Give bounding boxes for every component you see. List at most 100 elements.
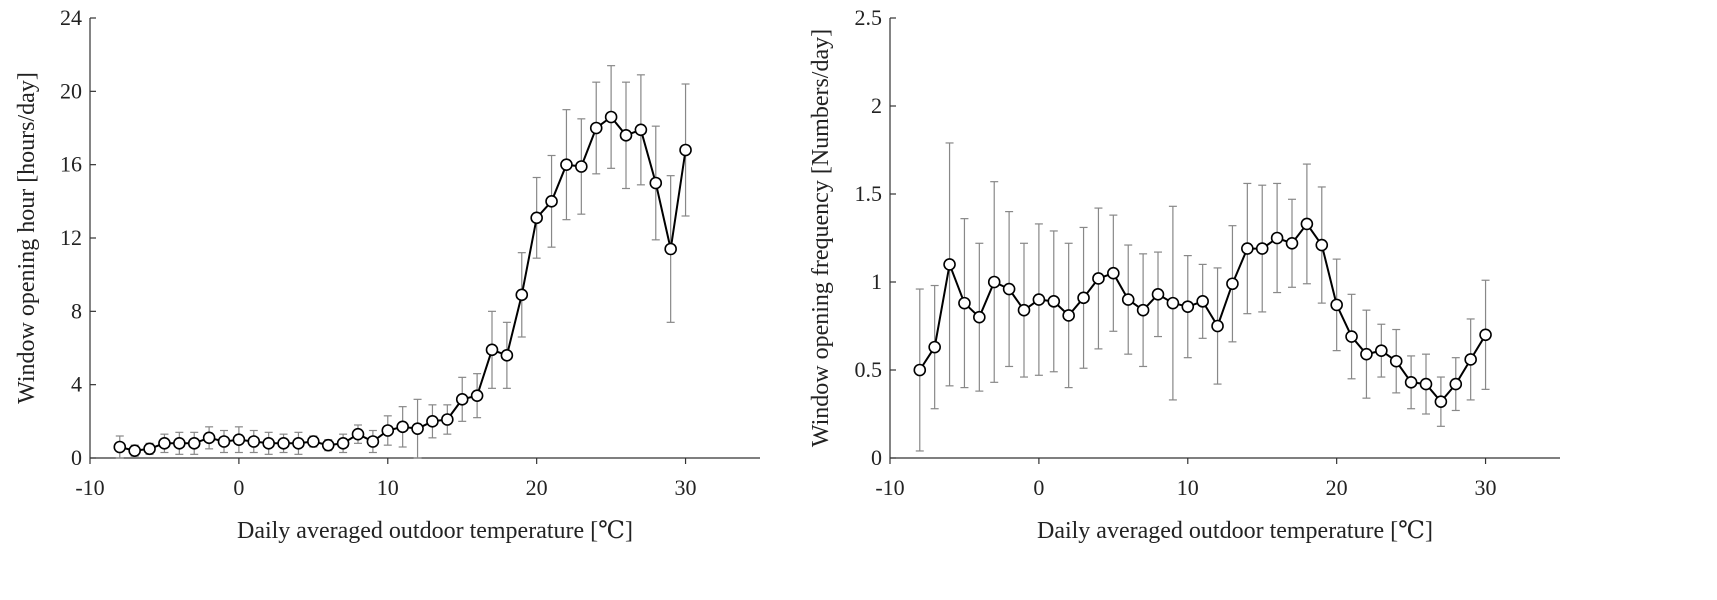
y-tick-label: 0	[871, 445, 882, 470]
x-tick-label: 10	[377, 475, 399, 500]
data-point	[560, 158, 573, 171]
x-tick-label: 0	[1033, 475, 1044, 500]
data-point	[1330, 298, 1343, 312]
data-point	[351, 427, 365, 441]
data-point	[470, 389, 484, 402]
data-point	[1077, 291, 1090, 305]
data-point	[1047, 295, 1061, 308]
data-point	[1002, 282, 1016, 296]
data-point	[943, 258, 956, 271]
data-point	[515, 288, 529, 302]
data-point	[604, 110, 618, 124]
data-point	[928, 340, 941, 354]
data-point	[1300, 217, 1314, 231]
data-point	[113, 440, 127, 454]
data-point	[143, 442, 156, 456]
data-point	[1092, 272, 1105, 285]
data-point	[262, 437, 275, 450]
y-tick-label: 2.5	[855, 5, 883, 30]
data-point	[396, 420, 409, 434]
data-point	[1434, 395, 1448, 408]
series-1	[913, 142, 1492, 452]
x-tick-label: 20	[1326, 475, 1348, 500]
data-point	[987, 275, 1001, 289]
data-point	[1404, 376, 1418, 389]
data-point	[232, 433, 246, 446]
data-point	[1017, 303, 1031, 317]
data-point	[366, 435, 380, 448]
data-point	[973, 310, 986, 324]
data-point	[485, 343, 499, 357]
data-point	[292, 437, 305, 450]
data-point	[381, 424, 395, 437]
data-point	[336, 437, 350, 450]
data-point	[1345, 330, 1358, 343]
data-point	[958, 296, 971, 310]
data-point	[664, 242, 677, 256]
x-tick-label: 30	[1475, 475, 1497, 500]
x-axis-title: Daily averaged outdoor temperature [℃]	[237, 518, 633, 544]
x-tick-label: 30	[675, 475, 697, 500]
data-point	[1196, 295, 1209, 308]
y-tick-label: 4	[71, 372, 82, 397]
data-point	[411, 422, 424, 435]
x-tick-label: -10	[75, 475, 104, 500]
data-point	[649, 176, 663, 190]
data-point	[1136, 303, 1150, 317]
series-line	[119, 115, 687, 452]
data-point	[1211, 319, 1224, 333]
chart-2: 0 0.5 1 1.5 2 2.5 -10 0 10 20 30 Daily averaged out…	[808, 5, 1560, 544]
data-point	[1419, 377, 1433, 391]
data-point	[545, 195, 558, 208]
data-point	[1166, 296, 1180, 310]
data-point	[1032, 293, 1046, 306]
x-tick-label: -10	[875, 475, 904, 500]
data-point	[1255, 242, 1269, 255]
data-point	[1062, 309, 1075, 322]
data-point	[1226, 277, 1239, 291]
data-point	[455, 393, 469, 406]
y-tick-label: 1	[871, 269, 882, 294]
y-axis-title: Window opening hour [hours/day]	[14, 72, 40, 404]
data-point	[1315, 238, 1329, 252]
y-tick-label: 0.5	[855, 357, 883, 382]
y-tick-label: 16	[60, 152, 82, 177]
data-point	[247, 435, 261, 448]
y-tick-label: 8	[71, 298, 82, 323]
y-tick-label: 12	[60, 225, 82, 250]
data-point	[1375, 344, 1388, 357]
data-point	[158, 437, 171, 450]
data-point	[187, 437, 201, 450]
x-tick-label: 10	[1177, 475, 1199, 500]
chart-1: 0 4 8 12 16 20 24 -10 0 10 20 30 Daily averaged outd…	[14, 5, 760, 544]
data-point	[307, 435, 320, 448]
data-point	[173, 437, 186, 450]
y-tick-label: 2	[871, 93, 882, 118]
data-point	[679, 143, 692, 157]
y-tick-label: 0	[71, 445, 82, 470]
data-point	[1449, 377, 1463, 391]
data-point	[1241, 242, 1254, 255]
y-tick-label: 24	[60, 5, 82, 30]
data-point	[426, 415, 439, 428]
data-point	[500, 349, 514, 362]
data-point	[1360, 347, 1373, 361]
data-point	[619, 129, 633, 142]
data-point	[1285, 236, 1299, 250]
data-point	[1107, 266, 1120, 280]
data-point	[1121, 293, 1135, 306]
x-tick-label: 0	[233, 475, 244, 500]
y-tick-label: 20	[60, 78, 82, 103]
data-point	[575, 160, 588, 173]
data-point	[202, 431, 216, 445]
data-point	[321, 438, 335, 452]
data-point	[217, 435, 231, 448]
series-1	[113, 65, 692, 459]
data-point	[589, 121, 603, 135]
y-axis-title: Window opening frequency [Numbers/day]	[808, 29, 834, 447]
data-point	[1151, 288, 1165, 301]
y-tick-label: 1.5	[855, 181, 883, 206]
data-point	[530, 211, 543, 225]
